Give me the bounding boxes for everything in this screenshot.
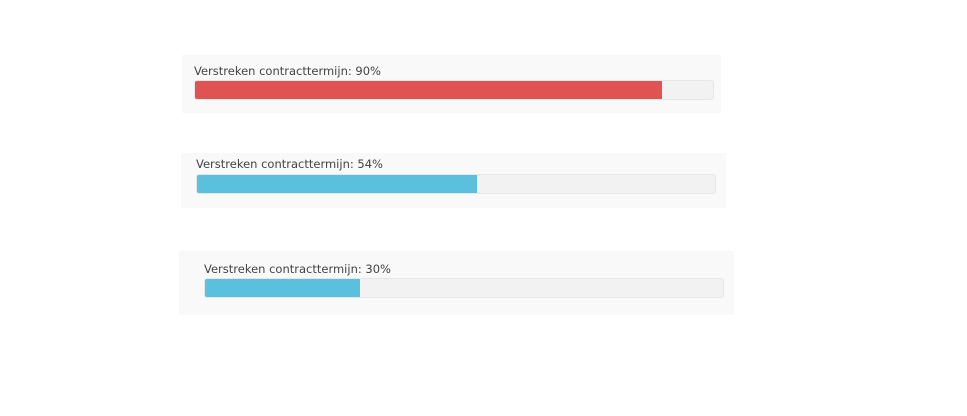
progress-bar-fill [195, 81, 662, 99]
progress-bar-track [204, 278, 724, 298]
contract-progress-panel: Verstreken contracttermijn: 90% [182, 55, 721, 113]
progress-bar-fill [197, 175, 477, 193]
contract-progress-label: Verstreken contracttermijn: 54% [196, 157, 383, 171]
contract-progress-panel: Verstreken contracttermijn: 30% [179, 251, 734, 315]
progress-bar-fill [205, 279, 360, 297]
contract-progress-label: Verstreken contracttermijn: 90% [194, 64, 381, 78]
contract-progress-panel: Verstreken contracttermijn: 54% [181, 153, 726, 208]
progress-bar-track [196, 174, 716, 194]
progress-bar-track [194, 80, 714, 100]
contract-progress-label: Verstreken contracttermijn: 30% [204, 262, 391, 276]
